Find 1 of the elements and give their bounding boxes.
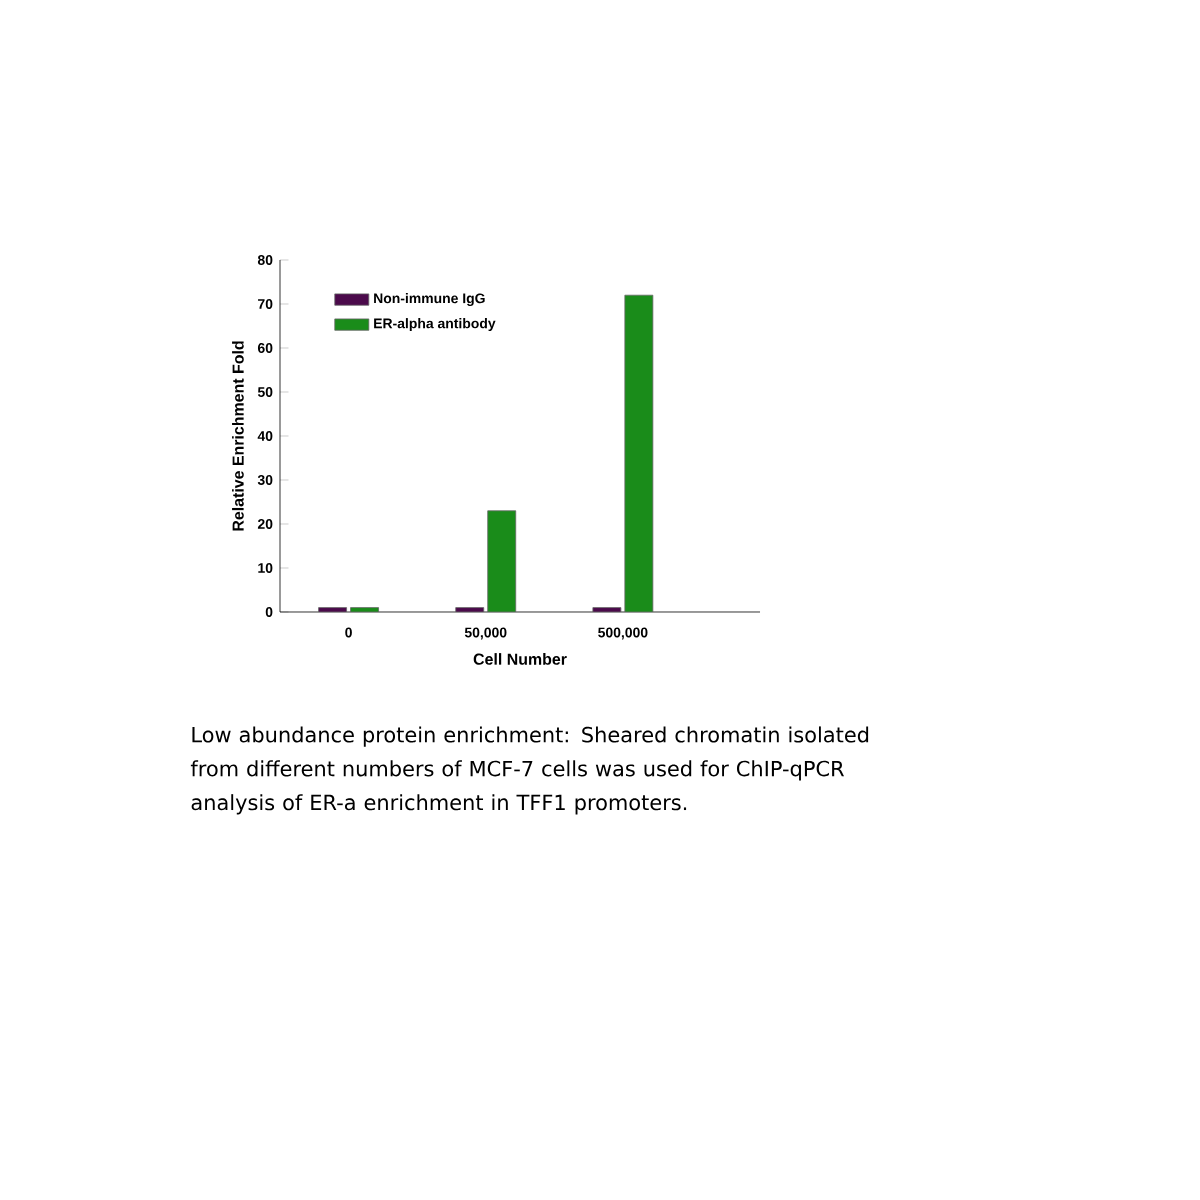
text: Low abundance protein enrichment: Sheared chromatin isolated from different numbers of MCF-7 cells was used for ChIP-qPCR analysis of ER-a enrichment in TFF1 promoters. bbox=[190, 726, 869, 815]
